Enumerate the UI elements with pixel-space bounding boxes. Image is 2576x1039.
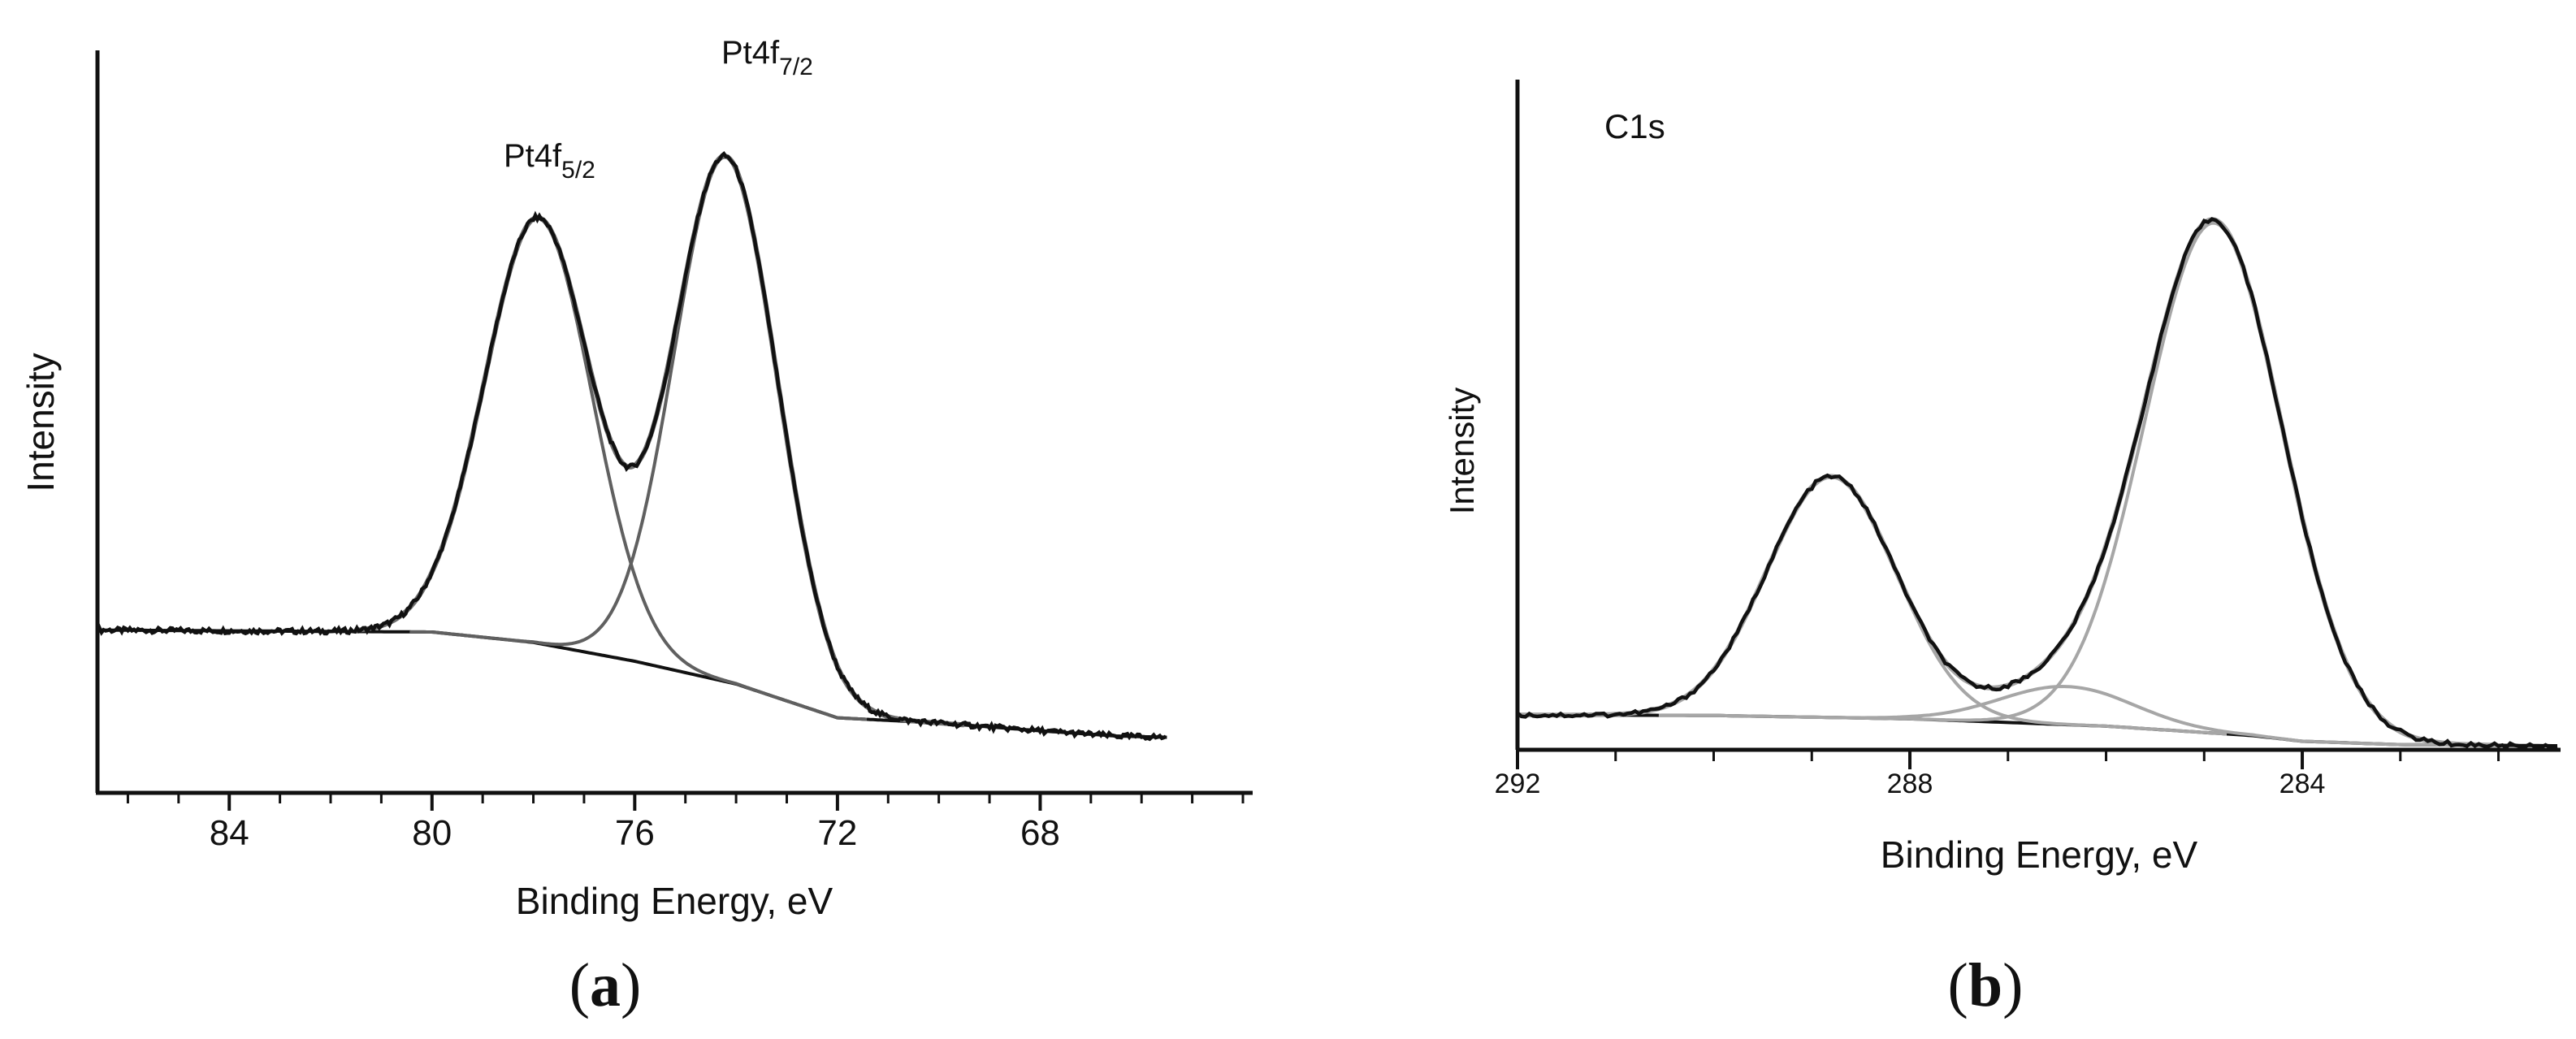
x-tick-label: 284 bbox=[2279, 768, 2326, 799]
x-tick-label: 288 bbox=[1887, 768, 1933, 799]
x-tick-label: 72 bbox=[817, 813, 857, 853]
panel-b-caption: (b) bbox=[1948, 951, 2024, 1020]
x-tick-label: 68 bbox=[1020, 813, 1060, 853]
panel-b-tick-labels: 292 288 284 bbox=[1495, 768, 2326, 799]
component-curve bbox=[1658, 684, 2474, 747]
x-tick-label: 292 bbox=[1495, 768, 1541, 799]
measured-spectrum-line bbox=[1516, 217, 2558, 750]
x-tick-label: 84 bbox=[210, 813, 249, 853]
panel-b-chart: 292 288 284 Intensity Binding Energy, eV C… bbox=[1443, 80, 2561, 876]
panel-b-y-axis-label: Intensity bbox=[1443, 387, 1481, 514]
panel-a-curves bbox=[95, 151, 1167, 742]
panel-a-caption: (a) bbox=[569, 951, 642, 1020]
measured-spectrum-line bbox=[95, 151, 1167, 742]
panel-a-x-axis-label: Binding Energy, eV bbox=[516, 880, 833, 922]
component-curve bbox=[409, 155, 963, 727]
panel-a-annotation-pt4f52: Pt4f5/2 bbox=[504, 138, 595, 184]
panel-b-x-axis-label: Binding Energy, eV bbox=[1881, 833, 2198, 876]
panel-a-y-axis-label: Intensity bbox=[19, 353, 62, 491]
panel-a-tick-labels: 84 80 76 72 68 bbox=[210, 813, 1060, 853]
background-line bbox=[97, 628, 1167, 739]
x-tick-label: 80 bbox=[412, 813, 452, 853]
panel-a-ticks bbox=[126, 793, 1245, 811]
x-tick-label: 76 bbox=[615, 813, 655, 853]
panel-a-chart: 84 80 76 72 68 Intensity Binding Energy, eV … bbox=[19, 35, 1253, 922]
panel-a-annotation-pt4f72: Pt4f7/2 bbox=[721, 35, 813, 80]
panel-b-ticks bbox=[1516, 750, 2500, 769]
panel-b-curves bbox=[1516, 217, 2558, 750]
panel-b-title: C1s bbox=[1604, 107, 1665, 145]
component-curve bbox=[1793, 221, 2497, 747]
